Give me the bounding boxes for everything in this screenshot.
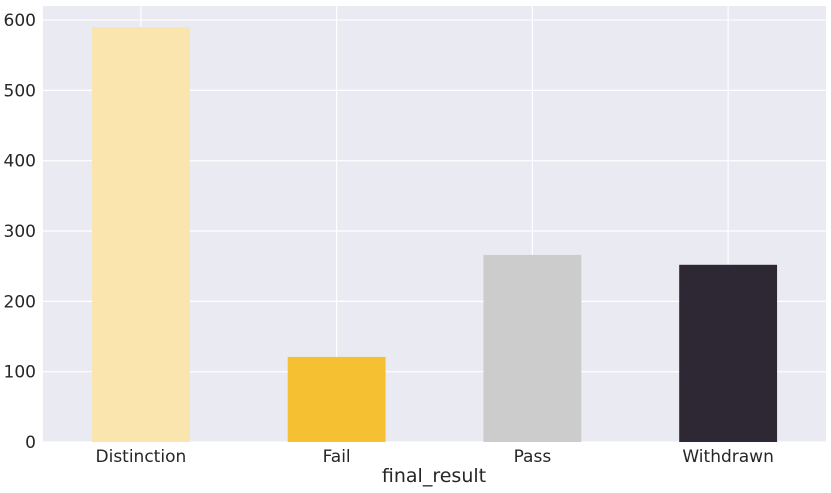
- bar-fail: [287, 356, 386, 442]
- y-tick-label: 500: [4, 81, 36, 101]
- x-tick-label: Fail: [323, 447, 351, 467]
- x-tick-label: Pass: [514, 447, 552, 467]
- bars: [91, 27, 778, 443]
- y-tick-labels: 0 100 200 300 400 500 600: [4, 11, 36, 453]
- x-tick-label: Distinction: [96, 447, 187, 467]
- bar-distinction: [91, 27, 190, 443]
- bar-pass: [483, 254, 582, 442]
- x-axis-title: final_result: [382, 465, 486, 487]
- y-tick-label: 0: [25, 433, 36, 453]
- y-tick-label: 100: [4, 363, 36, 383]
- y-tick-label: 200: [4, 292, 36, 312]
- y-tick-label: 400: [4, 152, 36, 172]
- bar-withdrawn: [679, 264, 778, 442]
- x-tick-label: Withdrawn: [682, 447, 773, 467]
- y-tick-label: 300: [4, 222, 36, 242]
- y-tick-label: 600: [4, 11, 36, 31]
- x-tick-labels: Distinction Fail Pass Withdrawn: [96, 447, 774, 467]
